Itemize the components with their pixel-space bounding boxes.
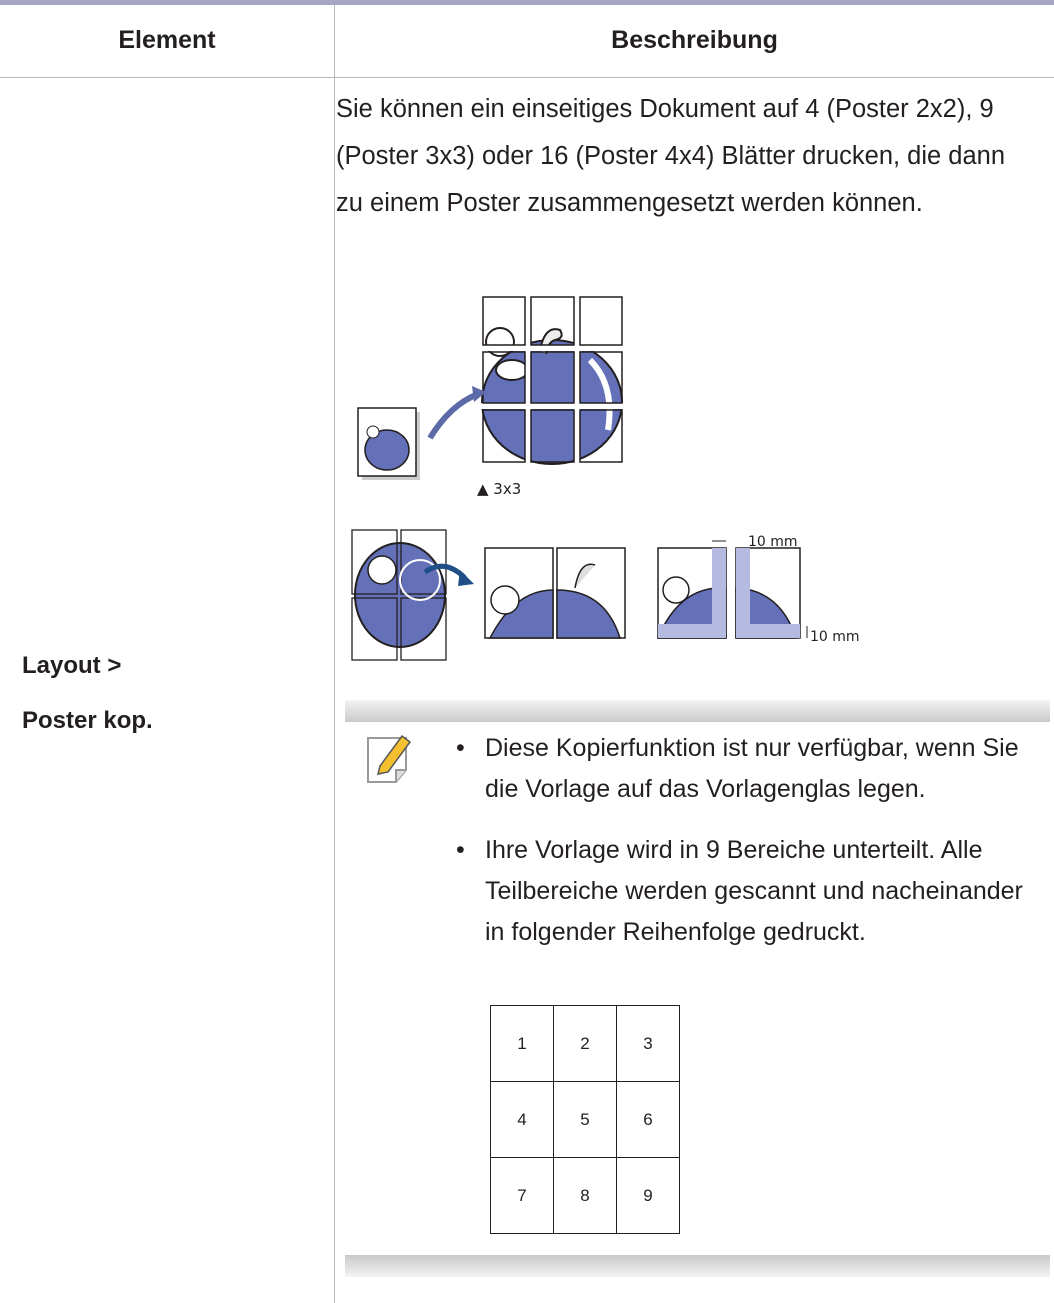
grid-cell: 5	[553, 1081, 617, 1158]
poster-figure: ▲ 3x3	[351, 290, 860, 661]
grid-cell: 7	[490, 1157, 554, 1234]
grid-cell: 3	[616, 1005, 680, 1082]
margin-label: 10 mm	[810, 629, 860, 645]
header-description: Beschreibung	[611, 26, 778, 54]
apple	[481, 339, 623, 465]
margin-label: 10 mm	[748, 534, 798, 550]
grid-cell: 4	[490, 1081, 554, 1158]
grid-cell: 6	[616, 1081, 680, 1158]
note-icon	[367, 734, 412, 783]
note-text: Ihre Vorlage wird in 9 Bereiche untertei…	[485, 836, 1023, 946]
column-divider	[334, 5, 335, 1303]
grid-cell: 2	[553, 1005, 617, 1082]
note-bar	[345, 1255, 1050, 1277]
element-label: Layout >	[22, 652, 122, 679]
note-bar	[345, 700, 1050, 722]
description: Sie können ein einseitiges Dokument auf …	[336, 95, 1006, 217]
figure-caption: ▲ 3x3	[477, 480, 521, 498]
header-element: Element	[118, 26, 216, 54]
note-item: • Diese Kopierfunktion ist nur verfügbar,…	[456, 728, 1046, 810]
grid-cell: 8	[553, 1157, 617, 1234]
top-rule	[0, 0, 1054, 5]
grid-cell: 9	[616, 1157, 680, 1234]
header-rule	[0, 77, 1054, 78]
note-item: • Ihre Vorlage wird in 9 Bereiche unterte…	[456, 830, 1046, 953]
element-label: Poster kop.	[22, 707, 153, 734]
grid-cell: 1	[490, 1005, 554, 1082]
note-text: Diese Kopierfunktion ist nur verfügbar, …	[485, 734, 1019, 803]
